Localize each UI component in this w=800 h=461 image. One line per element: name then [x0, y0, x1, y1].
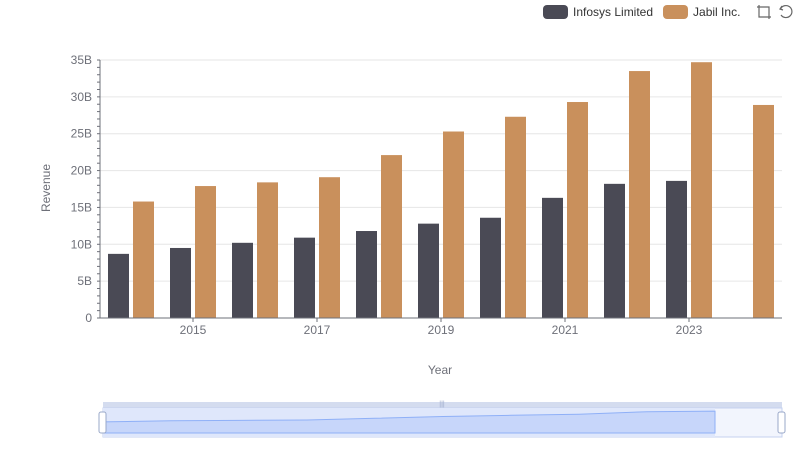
slider-top-bar[interactable] [103, 402, 782, 408]
bar-infosys-2015 [170, 247, 191, 318]
bar-jabil-2017 [319, 177, 340, 318]
bar-infosys-2022 [604, 183, 625, 318]
bar-infosys-2018 [356, 231, 377, 318]
bar-jabil-2014 [133, 201, 154, 318]
legend-item-jabil[interactable]: Jabil Inc. [663, 5, 740, 19]
bar-infosys-2020 [480, 217, 501, 318]
bars [108, 62, 774, 319]
slider-left-handle[interactable] [98, 411, 107, 434]
bar-jabil-2020 [505, 116, 526, 318]
x-tick-label: 2019 [428, 323, 455, 337]
legend-swatch-icon [543, 5, 568, 19]
bar-infosys-2017 [294, 237, 315, 318]
x-tick-label: 2021 [552, 323, 579, 337]
x-tick-label: 2023 [676, 323, 703, 337]
x-tick-label: 2015 [180, 323, 207, 337]
bar-jabil-2023 [691, 62, 712, 319]
y-axis: 0 5B 10B 15B 20B 25B 30B 35B [71, 53, 101, 325]
x-tick-label: 2017 [304, 323, 331, 337]
slider-right-handle[interactable] [777, 411, 786, 434]
bar-infosys-2019 [418, 223, 439, 318]
y-tick-label: 0 [85, 311, 92, 325]
legend-label: Infosys Limited [573, 5, 654, 19]
bar-jabil-2018 [381, 155, 402, 318]
bar-jabil-2022 [629, 71, 650, 318]
bar-infosys-2023 [666, 180, 687, 318]
y-tick-label: 25B [71, 127, 92, 141]
restore-icon[interactable] [778, 4, 794, 20]
y-tick-label: 5B [77, 274, 92, 288]
y-axis-label: Revenue [39, 164, 53, 212]
y-tick-label: 10B [71, 237, 92, 251]
x-axis-label: Year [428, 363, 452, 377]
y-tick-label: 15B [71, 200, 92, 214]
bar-jabil-2016 [257, 182, 278, 318]
zoom-select-icon[interactable] [756, 4, 772, 20]
bar-jabil-2024 [753, 104, 774, 318]
legend-label: Jabil Inc. [693, 5, 741, 19]
bar-jabil-2019 [443, 131, 464, 318]
data-zoom-slider[interactable]: ||| [98, 401, 786, 438]
bar-jabil-2021 [567, 102, 588, 318]
bar-infosys-2021 [542, 197, 563, 318]
legend: Infosys Limited Jabil Inc. [543, 4, 794, 20]
bar-infosys-2014 [108, 253, 129, 318]
slider-preview-line [102, 410, 716, 434]
x-axis: 2015 2017 2019 2021 2023 [100, 317, 782, 337]
bar-infosys-2016 [232, 242, 253, 318]
slider-grip-icon[interactable]: ||| [439, 401, 445, 408]
y-tick-label: 35B [71, 53, 92, 67]
bar-jabil-2015 [195, 186, 216, 318]
legend-swatch-icon [663, 5, 689, 19]
y-tick-label: 30B [71, 90, 92, 104]
legend-item-infosys[interactable]: Infosys Limited [543, 5, 653, 19]
y-tick-label: 20B [71, 164, 92, 178]
